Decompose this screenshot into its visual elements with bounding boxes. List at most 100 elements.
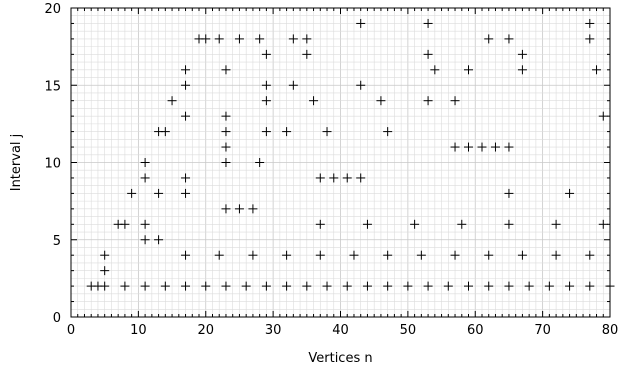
data-point	[261, 80, 271, 90]
data-point	[255, 158, 265, 167]
data-point	[234, 204, 244, 214]
data-point	[565, 188, 575, 198]
data-point	[322, 127, 332, 137]
data-point	[544, 281, 554, 291]
data-point	[490, 142, 500, 152]
data-point	[450, 250, 460, 260]
data-point	[342, 281, 352, 291]
data-point	[140, 219, 150, 229]
data-point	[248, 204, 258, 214]
x-tick-labels: 0 10 20 30 40 50 60 70 80	[67, 323, 618, 338]
data-point	[504, 34, 514, 44]
x-tick-label: 30	[265, 323, 282, 338]
data-point	[383, 250, 393, 260]
x-tick-label: 50	[400, 323, 417, 338]
data-point	[565, 281, 575, 291]
data-point	[457, 219, 467, 229]
data-point	[362, 219, 372, 229]
data-point	[160, 127, 170, 137]
data-point	[140, 235, 150, 245]
data-point	[423, 281, 433, 291]
data-point	[484, 34, 494, 44]
data-point	[383, 127, 393, 137]
data-point	[214, 250, 224, 260]
data-point	[322, 281, 332, 291]
data-point	[484, 250, 494, 260]
data-point	[592, 65, 602, 75]
data-point	[315, 250, 325, 260]
data-point	[585, 18, 595, 28]
data-point	[181, 80, 191, 90]
x-tick-label: 40	[332, 323, 349, 338]
x-tick-label: 70	[534, 323, 551, 338]
data-point	[504, 142, 514, 152]
data-point	[464, 65, 474, 75]
y-tick-label: 15	[44, 79, 61, 94]
y-axis-label: Interval j	[9, 134, 24, 192]
data-point	[140, 173, 150, 183]
data-point	[221, 158, 231, 167]
data-point	[261, 281, 271, 291]
data-point	[154, 188, 164, 198]
data-point	[356, 80, 366, 90]
data-point	[288, 34, 298, 44]
data-point	[329, 173, 339, 183]
data-point	[362, 281, 372, 291]
data-point	[261, 49, 271, 59]
data-point	[464, 281, 474, 291]
data-point	[221, 127, 231, 137]
data-point	[120, 219, 130, 229]
x-tick-label: 20	[197, 323, 214, 338]
data-point	[585, 34, 595, 44]
data-point	[140, 281, 150, 291]
x-tick-label: 60	[467, 323, 484, 338]
data-point	[221, 111, 231, 121]
y-tick-label: 20	[44, 2, 61, 17]
data-point	[430, 65, 440, 75]
data-point	[464, 142, 474, 152]
data-point	[100, 250, 110, 260]
data-point	[255, 34, 265, 44]
data-point	[450, 96, 460, 106]
y-tick-label: 5	[53, 234, 61, 249]
data-point	[551, 250, 561, 260]
data-point	[261, 127, 271, 137]
data-point	[167, 96, 177, 106]
data-point	[423, 96, 433, 106]
data-point	[376, 96, 386, 106]
data-point	[302, 49, 312, 59]
axis-ticks	[70, 7, 611, 318]
data-point	[181, 250, 191, 260]
data-point	[517, 250, 527, 260]
y-tick-labels: 0 5 10 15 20	[44, 2, 61, 326]
data-point	[201, 34, 211, 44]
data-point	[221, 142, 231, 152]
data-point	[214, 34, 224, 44]
data-point	[154, 235, 164, 245]
data-point	[524, 281, 534, 291]
data-point	[504, 281, 514, 291]
data-point	[160, 281, 170, 291]
data-point	[598, 219, 608, 229]
data-point	[517, 49, 527, 59]
data-point	[423, 49, 433, 59]
grid-lines	[70, 7, 611, 318]
data-points	[86, 18, 615, 291]
data-point	[416, 250, 426, 260]
y-tick-label: 10	[44, 157, 61, 172]
data-point	[423, 18, 433, 28]
data-point	[551, 219, 561, 229]
data-point	[282, 281, 292, 291]
data-point	[504, 219, 514, 229]
data-point	[140, 158, 150, 167]
data-point	[309, 96, 319, 106]
data-point	[221, 204, 231, 214]
data-point	[349, 250, 359, 260]
data-point	[315, 173, 325, 183]
data-point	[315, 219, 325, 229]
data-point	[127, 188, 137, 198]
data-point	[517, 65, 527, 75]
data-point	[181, 65, 191, 75]
data-point	[504, 188, 514, 198]
